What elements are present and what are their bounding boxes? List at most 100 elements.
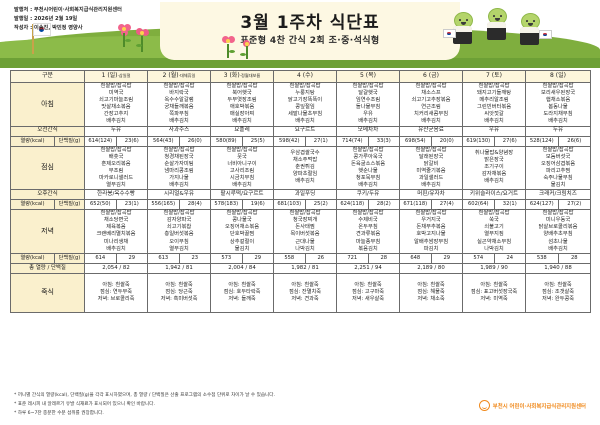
lunch-kcal-cell: 681(103) 25(2): [273, 199, 338, 211]
page-title: 3월 1주차 식단표: [240, 13, 380, 33]
protein-value: 27(6): [502, 137, 517, 144]
column-header-day-3: 3 (화)·정월대보름: [210, 70, 275, 83]
kcal-value: 652(50): [85, 200, 117, 210]
porridge-cell: 아침: 흰쌀죽 점심: 고구마죽 저녁: 새우살죽: [336, 272, 401, 313]
protein-value: 25(5): [250, 137, 265, 144]
dinner-kcal-cell: 721 28: [336, 252, 401, 264]
logo-text: 부천시 어린이·사회복지급식관리지원센터: [492, 403, 586, 410]
lunch-kcal-cell: 602(64) 32(1): [462, 199, 527, 211]
kcal-label: 열량(kcal): [10, 199, 55, 211]
protein-value: 20(0): [439, 137, 454, 144]
breakfast-cell: 흰쌀밥/잡곡밥 채소스프 쇠고기고추장볶음 연근조림 치커리새콤무침 배추김치: [399, 82, 464, 127]
total-cell: 1,982 / 81: [273, 262, 338, 274]
porridge-cell: 아침: 흰쌀죽 점심: 호두타락죽 저녁: 들깨죽: [210, 272, 275, 313]
afternoon-snack-cell: 시리얼&우유: [147, 189, 212, 201]
kcal-value: 578(183): [211, 200, 243, 210]
porridge-cell: 아침: 흰쌀죽 점심: 표고버섯장국죽 저녁: 미역죽: [462, 272, 527, 313]
protein-value: 26(0): [187, 137, 202, 144]
kcal-value: 602(64): [463, 200, 495, 210]
protein-value: 29: [443, 254, 451, 261]
kcal-value: 574: [463, 253, 495, 263]
afternoon-snack-row: 오후간식 한라봉/옥수수빵 시리얼&우유 팥시루떡/요구르트 과일푸딩 쿠키/두유 머핀/유…: [9, 189, 592, 201]
lunch-kcal-cell: 556(165) 28(4): [147, 199, 212, 211]
kcal-value: 714(74): [337, 136, 369, 146]
breakfast-label: 아침: [9, 82, 86, 127]
total-cell: 1,940 / 88: [525, 262, 592, 274]
breakfast-cell: 흰쌀밥/잡곡밥 돼지고기들깨탕 메추리알조림 그린빈버터볶음 씨앗젓갈 배추김치: [462, 82, 527, 127]
protein-value: 23: [191, 254, 199, 261]
protein-value: 29: [128, 254, 136, 261]
dinner-row: 저녁 흰쌀밥/잡곡밥 채소당면국 제육볶음 크랜베리멸치볶음 미나리생채 배추김치 흰쌀밥/잡…: [9, 209, 592, 254]
morning-snack-cell: 우유: [462, 125, 527, 137]
smile-logo-icon: [478, 400, 490, 411]
porridge-cell: 아침: 흰쌀죽 점심: 잔멸치죽 저녁: 견과죽: [273, 272, 338, 313]
protein-value: 26(6): [567, 137, 582, 144]
dinner-kcal-cell: 614 29: [84, 252, 149, 264]
kcal-value: 528(124): [526, 136, 559, 146]
afternoon-snack-cell: 크래커/크림치즈: [525, 189, 592, 201]
lunch-cell: 흰쌀밥/잡곡밥 모둠버섯국 오징어삼겹볶음 파리고추찜 숙주나물무침 물김치: [525, 145, 592, 191]
breakfast-kcal-cell: 564(43) 26(0): [147, 135, 212, 147]
porridge-cell: 아침: 흰쌀죽 점심: 해물죽 저녁: 채소죽: [399, 272, 464, 313]
dinner-cell: 흰쌀밥/잡곡밥 쑥국 쇠불고기 열무지짐 실곤약채소무침 나박김치: [462, 209, 527, 254]
center-logo: 부천시 어린이·사회복지급식관리지원센터: [478, 400, 586, 411]
dinner-cell: 흰쌀밥/잡곡밥 감자양파국 쇠고기볶찹 층일버섯볶음 오이무침 열무김치: [147, 209, 212, 254]
morning-snack-cell: 사과주스: [147, 125, 212, 137]
total-cell: 2,054 / 82: [84, 262, 149, 274]
dinner-kcal-cell: 573 29: [210, 252, 275, 264]
page-subtitle: 표준형 4찬 간식 2회 조·중·석식형: [240, 36, 380, 46]
protein-value: 33(3): [376, 137, 391, 144]
breakfast-cell: 흰쌀밥/잡곡밥 달걀햇국 임연수조림 돌나물무침 우유 배추김치: [336, 82, 401, 127]
title-card: 3월 1주차 식단표 표준형 4찬 간식 2회 조·중·석식형: [160, 2, 460, 60]
breakfast-cell: 흰쌀밥/잡곡밥 누룽지탕 닭고기장똑똑이 콩잎절임 세발나물초무침 배추김치: [273, 82, 338, 127]
publisher-info: 발행처 : 부천시어린이·사회복지급식관리지원센터 발행일 : 2026년 2월…: [14, 6, 122, 33]
protein-value: 32(1): [502, 201, 517, 208]
afternoon-snack-cell: 쿠키/두유: [336, 189, 401, 201]
dinner-kcal-cell: 538 28: [525, 252, 592, 264]
lunch-cell: 흰쌀밥/잡곡밥 콩가루아욱국 돈육굴소스볶음 햇순나물 청포묵무침 배추김치: [336, 145, 401, 191]
column-header-day-2: 2 (월)·대체휴일: [147, 70, 212, 83]
dinner-cell: 흰쌀밥/잡곡밥 우거지국 돈채부추볶음 호박고지나물 알배추쌈장무침 파김치: [399, 209, 464, 254]
lunch-row: 점심 흰쌀밥/잡곡밥 배춧국 훈제오리볶음 무조림 마카로니샐러드 열무김치 흰쌀밥/잡곡밥 청…: [9, 145, 592, 191]
breakfast-kcal-row: 열량(kcal) 단백질(g) 614(124) 23(6) 564(43) 26(0) 5…: [10, 135, 592, 147]
column-header-day-8: 8 (일): [525, 70, 592, 83]
footnote-1: * 끼니별 간식의 열량(kcal), 단백질(g)을 각각 표시하였으며, 총…: [14, 393, 275, 398]
porridge-row: 죽식 아침: 흰쌀죽 점심: 연두부죽 저녁: 브로콜리죽 아침: 흰쌀죽 점심: 당근죽…: [9, 272, 592, 313]
protein-label: 단백질(g): [53, 252, 86, 264]
protein-label: 단백질(g): [53, 135, 86, 147]
kcal-value: 681(103): [274, 200, 306, 210]
breakfast-kcal-cell: 619(130) 27(6): [462, 135, 527, 147]
morning-snack-cell: 모메차차: [336, 125, 401, 137]
kcal-value: 573: [211, 253, 243, 263]
morning-snack-label: 오전간식: [9, 125, 86, 137]
lunch-cell: 흰쌀밥/잡곡밥 달래된장국 닭갈비 미역줄기볶음 과일샐러드 배추김치: [399, 145, 464, 191]
kcal-value: 598(42): [274, 136, 306, 146]
column-header-label: 구분: [9, 70, 86, 83]
dinner-cell: 흰쌀밥/잡곡밥 청국장찌개 돈사태찜 목이버섯볶음 근대나물 나박김치: [273, 209, 338, 254]
column-header-day-1: 1 (일)·삼일절: [84, 70, 149, 83]
lunch-cell: 우삼겹쌀국수 채소주먹밥 춘권튀김 양파초절임 배추김치: [273, 145, 338, 191]
protein-value: 25(2): [313, 201, 328, 208]
afternoon-snack-cell: 머핀/유자차: [399, 189, 464, 201]
kcal-value: 614(124): [85, 136, 117, 146]
protein-value: 28: [570, 254, 578, 261]
kcal-value: 624(118): [337, 200, 369, 210]
afternoon-snack-cell: 팥시루떡/요구르트: [210, 189, 275, 201]
dinner-cell: 흰쌀밥/잡곡밥 채소당면국 제육볶음 크랜베리멸치볶음 미나리생채 배추김치: [84, 209, 149, 254]
lunch-kcal-row: 열량(kcal) 단백질(g) 652(50) 23(1) 556(165) 28(4) 5…: [10, 199, 592, 211]
dinner-kcal-cell: 613 23: [147, 252, 212, 264]
protein-label: 단백질(g): [53, 199, 86, 211]
breakfast-row: 아침 흰쌀밥/잡곡밥 미역국 쇠고기마늘조림 맛살채소볶음 간장고추지 배추김치 흰쌀밥/잡곡…: [9, 82, 592, 127]
dinner-kcal-cell: 558 26: [273, 252, 338, 264]
porridge-label: 죽식: [9, 272, 86, 313]
total-cell: 2,251 / 94: [336, 262, 401, 274]
column-header-day-7: 7 (토): [462, 70, 527, 83]
afternoon-snack-cell: 키위슬라이스/요거트: [462, 189, 527, 201]
breakfast-kcal-cell: 598(42) 27(1): [273, 135, 338, 147]
protein-value: 27(2): [567, 201, 582, 208]
dinner-label: 저녁: [9, 209, 86, 254]
total-row: 총 열량 / 단백질 2,054 / 82 1,942 / 81 2,004 / 84…: [9, 262, 592, 274]
protein-value: 27(1): [313, 137, 328, 144]
total-cell: 1,942 / 81: [147, 262, 212, 274]
